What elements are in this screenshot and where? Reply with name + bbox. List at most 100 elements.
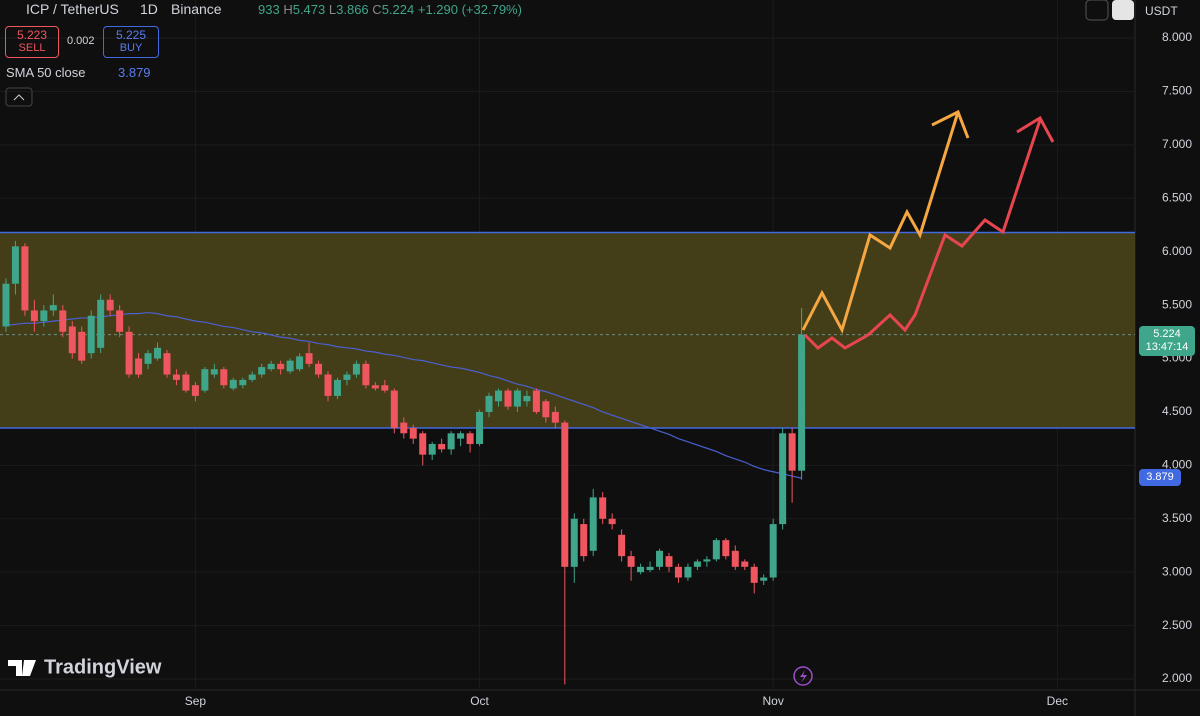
- candle-body: [750, 566, 758, 583]
- candle-body: [78, 331, 86, 361]
- sell-button[interactable]: 5.223 SELL: [5, 26, 59, 58]
- candle-body: [570, 518, 578, 567]
- sma-line: [5, 311, 802, 479]
- arrow-head: [1016, 115, 1055, 143]
- x-tick-label: Sep: [185, 694, 207, 708]
- buy-price: 5.225: [115, 28, 147, 42]
- y-tick-label: 2.000: [1162, 671, 1192, 685]
- candle-body: [11, 246, 19, 284]
- candle-body: [49, 305, 57, 311]
- reset-button[interactable]: [1112, 0, 1134, 20]
- y-tick-label: 6.500: [1162, 190, 1192, 204]
- y-tick-label: 8.000: [1162, 30, 1192, 44]
- candle-body: [703, 559, 711, 562]
- symbol[interactable]: ICP / TetherUS: [26, 1, 119, 17]
- buy-button[interactable]: 5.225 BUY: [103, 26, 159, 58]
- ohlc-open: 933: [258, 2, 280, 17]
- candle-body: [239, 379, 247, 386]
- candle-body: [305, 353, 313, 364]
- zone: [0, 232, 1135, 428]
- exchange: Binance: [171, 1, 222, 17]
- candle-body: [712, 540, 720, 560]
- candle-body: [580, 524, 588, 557]
- candle-body: [135, 358, 143, 375]
- candle-body: [428, 443, 436, 455]
- ohlc-close: 5.224: [381, 2, 415, 17]
- countdown: 13:47:14: [1145, 340, 1189, 353]
- candle-body: [229, 379, 237, 389]
- ohlc-change: +1.290 (+32.79%): [417, 2, 522, 17]
- collapse-button[interactable]: [5, 87, 33, 107]
- candle-body: [40, 310, 48, 322]
- y-tick-label: 6.000: [1162, 244, 1192, 258]
- candle-body: [87, 315, 95, 354]
- interval[interactable]: 1D: [140, 1, 158, 17]
- candle-body: [656, 550, 664, 567]
- candle-body: [788, 433, 796, 471]
- candle-body: [494, 390, 502, 402]
- candle-body: [561, 422, 569, 567]
- candle-body: [315, 363, 323, 375]
- candle-body: [665, 556, 673, 567]
- candle-body: [760, 577, 768, 581]
- currency[interactable]: USDT: [1145, 4, 1178, 18]
- candle-body: [589, 497, 597, 551]
- y-tick-label: 2.500: [1162, 618, 1192, 632]
- projection-arrow: [803, 119, 1042, 350]
- candle-body: [381, 385, 389, 391]
- event-icon[interactable]: [793, 666, 813, 686]
- candle-body: [201, 369, 209, 391]
- chevron: [13, 94, 25, 101]
- candle-body: [409, 427, 417, 439]
- candle-body: [220, 369, 228, 386]
- candle-body: [674, 566, 682, 578]
- candle-body: [125, 331, 133, 375]
- candle-body: [485, 395, 493, 412]
- candle-body: [722, 540, 730, 557]
- y-tick-label: 3.000: [1162, 564, 1192, 578]
- sma-badge: 3.879: [1139, 469, 1181, 487]
- sell-label: SELL: [18, 42, 46, 54]
- candle-body: [447, 433, 455, 450]
- candle-body: [59, 310, 67, 332]
- candle-body: [191, 385, 199, 396]
- candle-body: [466, 433, 474, 444]
- candle-body: [419, 433, 427, 455]
- candle-body: [2, 283, 10, 327]
- candle-body: [523, 395, 531, 402]
- brand-logo: [8, 660, 36, 676]
- candle-body: [693, 561, 701, 567]
- y-tick-label: 4.500: [1162, 404, 1192, 418]
- x-tick-label: Dec: [1047, 694, 1068, 708]
- candle-body: [798, 334, 806, 471]
- candle-body: [390, 390, 398, 428]
- ohlc-high: 5.473: [292, 2, 326, 17]
- candle-body: [599, 497, 607, 519]
- candle-body: [731, 550, 739, 567]
- indicator-value: 3.879: [118, 65, 151, 80]
- candle-body: [333, 379, 341, 396]
- x-tick-label: Nov: [763, 694, 784, 708]
- brand-name: TradingView: [44, 656, 162, 678]
- candle-body: [476, 411, 484, 444]
- projection-arrow: [801, 111, 960, 334]
- candle-body: [258, 367, 266, 375]
- event-icon-bolt: [800, 670, 807, 683]
- y-tick-label: 4.000: [1162, 458, 1192, 472]
- candle-body: [343, 374, 351, 380]
- candle-body: [154, 347, 162, 359]
- candle-body: [30, 310, 38, 322]
- candle-body: [400, 422, 408, 434]
- scroll-button[interactable]: [1085, 0, 1109, 21]
- candle-body: [172, 374, 180, 380]
- ohlc-key: C: [372, 2, 382, 17]
- candle-body: [646, 566, 654, 571]
- candle-body: [532, 390, 540, 412]
- candle-body: [362, 363, 370, 386]
- ohlc-low: 3.866: [336, 2, 369, 17]
- candle-body: [627, 556, 635, 567]
- indicator-name: SMA 50 close: [6, 65, 86, 80]
- candle-body: [286, 360, 294, 372]
